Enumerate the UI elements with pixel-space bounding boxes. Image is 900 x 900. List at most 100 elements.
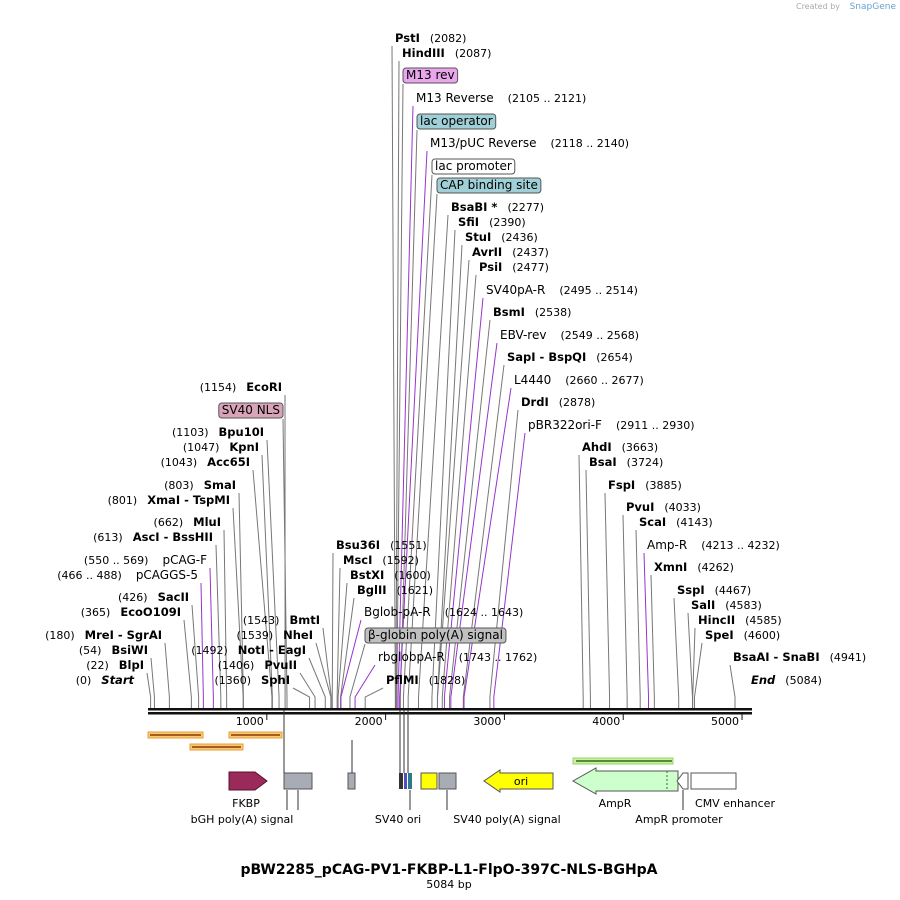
feature-bgh — [283, 772, 313, 790]
primer-arrows — [147, 731, 674, 765]
primer-name: Amp-R — [647, 538, 687, 552]
site-label: (2477) — [512, 261, 549, 274]
primer-leader — [209, 567, 214, 708]
site-label: (4600) — [744, 629, 781, 642]
enzyme-name: BlpI — [119, 658, 144, 672]
feature — [420, 772, 438, 790]
site-label: (1828) — [429, 674, 466, 687]
primer-leader — [493, 432, 526, 708]
feature-label: β-globin poly(A) signal — [368, 628, 503, 642]
leader — [266, 439, 280, 708]
site-label: (4467) — [715, 584, 752, 597]
primer-name: M13 Reverse — [416, 91, 494, 105]
site-label: (2660 .. 2677) — [565, 374, 644, 387]
site-label: (2538) — [535, 306, 572, 319]
enzyme-name: AvrII — [472, 245, 502, 259]
leaders — [146, 45, 736, 708]
enzyme-name: MreI - SgrAI — [85, 628, 162, 642]
leader — [692, 627, 696, 708]
enzyme-name: SalI — [691, 598, 715, 612]
enzyme-name: SphI — [261, 673, 290, 687]
leader — [622, 514, 628, 708]
ruler-label: 3000 — [473, 715, 501, 728]
feature-amprprom — [676, 772, 689, 790]
feature-box — [416, 113, 497, 130]
site-label: (3663) — [622, 441, 659, 454]
site-label: (2911 .. 2930) — [616, 419, 695, 432]
site-label: (2878) — [559, 396, 596, 409]
enzyme-name: PflMI — [386, 673, 419, 687]
leader — [402, 174, 433, 708]
enzyme-name: MluI — [193, 515, 221, 529]
site-label: (2105 .. 2121) — [508, 92, 587, 105]
feature-label: CAP binding site — [440, 178, 538, 192]
leader — [299, 672, 316, 708]
enzyme-name: BsaAI - SnaBI — [733, 650, 820, 664]
site-label: (2082) — [430, 32, 467, 45]
enzyme-name: XmaI - TspMI — [147, 493, 230, 507]
map-title: pBW2285_pCAG-PV1-FKBP-L1-FlpO-397C-NLS-B… — [240, 862, 657, 878]
enzyme-name: StuI — [465, 230, 491, 244]
primer-leader — [643, 552, 650, 708]
enzyme-name: AscI - BssHII — [133, 530, 213, 544]
site-label: (0) — [76, 674, 92, 687]
primer-name: M13/pUC Reverse — [430, 136, 537, 150]
enzyme-name: EcoO109I — [120, 605, 181, 619]
leader — [693, 642, 703, 708]
enzyme-name: BsaBI * — [451, 200, 497, 214]
site-label: (1743 .. 1762) — [459, 651, 538, 664]
enzyme-name: PvuI — [626, 500, 654, 514]
enzyme-name: SspI — [677, 583, 705, 597]
site-label: (1043) — [161, 456, 198, 469]
enzyme-name: NheI — [283, 628, 313, 642]
enzyme-name: BglII — [357, 583, 387, 597]
feature-label: SV40 ori — [375, 813, 421, 826]
enzyme-name: BsmI — [493, 305, 525, 319]
feature-label: M13 rev — [406, 68, 455, 82]
leader — [396, 83, 404, 708]
feature-ori — [483, 769, 554, 793]
feature-label: lac operator — [420, 114, 493, 128]
enzyme-name: PsiI — [479, 260, 502, 274]
primer-name: rbglobpA-R — [378, 650, 445, 664]
leader — [349, 643, 366, 708]
site-label: (1624 .. 1643) — [445, 606, 524, 619]
feature — [399, 773, 403, 789]
site-label: (5084) — [785, 674, 822, 687]
feature-label: FKBP — [232, 797, 260, 810]
site-label: (662) — [154, 516, 184, 529]
leader — [578, 454, 584, 708]
leader — [292, 687, 311, 708]
site-label: (2549 .. 2568) — [560, 329, 639, 342]
site-label: (426) — [118, 591, 148, 604]
site-label: (803) — [164, 479, 194, 492]
ruler: 1000 2000 3000 4000 5000 — [236, 714, 743, 728]
feature-box — [402, 67, 459, 84]
leader — [449, 319, 491, 708]
site-label: (3724) — [627, 456, 664, 469]
enzyme-name: ScaI — [639, 515, 666, 529]
enzyme-name: PstI — [395, 31, 420, 45]
site-label: (180) — [45, 629, 75, 642]
leader — [407, 193, 438, 708]
enzyme-name: Bsu36I — [336, 538, 380, 552]
site-label: (2495 .. 2514) — [559, 284, 638, 297]
site-label: (2390) — [489, 216, 526, 229]
feature-box — [364, 627, 507, 644]
enzyme-name: HindIII — [402, 46, 445, 60]
site-label: (2118 .. 2140) — [551, 137, 630, 150]
site-label: (4585) — [745, 614, 782, 627]
primer-leader — [397, 105, 414, 708]
leader — [223, 529, 228, 708]
map-subtitle: 5084 bp — [426, 878, 471, 891]
site-label: (1621) — [397, 584, 434, 597]
feature-fkbp — [228, 771, 268, 791]
feature — [347, 772, 356, 790]
enzyme-name: BsiWI — [111, 643, 148, 657]
primer-name: pBR322ori-F — [528, 418, 602, 432]
enzyme-name: SmaI — [204, 478, 236, 492]
leader — [489, 409, 519, 708]
feature-label: SV40 NLS — [222, 403, 280, 417]
leader — [215, 544, 222, 708]
site-label: (2087) — [455, 47, 492, 60]
